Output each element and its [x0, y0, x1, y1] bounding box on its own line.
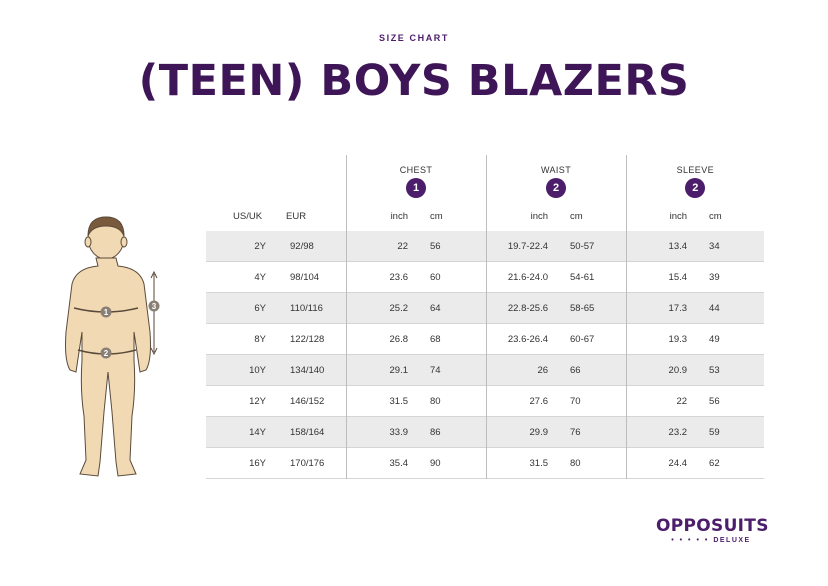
cell-eur: 170/176	[290, 457, 325, 469]
table-row: 10Y 134/140 29.1 74 26 66 20.9 53	[206, 354, 765, 386]
cell-waist-cm: 80	[570, 457, 581, 469]
cell-chest-inch: 23.6	[345, 261, 416, 293]
cell-chest-cm: 64	[416, 292, 487, 324]
table-row: 4Y 98/104 23.6 60 21.6-24.0 54-61 15.4 3…	[206, 261, 765, 293]
marker-waist: 2	[104, 349, 109, 358]
cell-sleeve-inch: 19.3	[625, 323, 696, 355]
cell-chest-cm: 68	[430, 333, 441, 345]
table-row: 6Y 110/116 25.2 64 22.8-25.6 58-65 17.3 …	[206, 292, 765, 324]
eyebrow-label: SIZE CHART	[379, 33, 449, 43]
group-header-sleeve: SLEEVE	[625, 155, 765, 175]
cell-waist-cm: 50-57	[556, 231, 627, 262]
child-body-measurement-icon: 1 2 3	[65, 216, 160, 477]
cell-sleeve-cm: 49	[709, 333, 720, 345]
cell-us: 10Y	[206, 354, 276, 386]
table-row: 12Y 146/152 31.5 80 27.6 70 22 56	[206, 385, 765, 417]
cell-us: 16Y	[249, 457, 266, 469]
cell-sleeve-cm: 56	[709, 395, 720, 407]
cell-chest-inch: 22	[345, 231, 416, 262]
cell-eur: 134/140	[276, 354, 346, 386]
cell-waist-inch: 31.5	[485, 447, 557, 479]
col-header-waist-inch: inch	[485, 201, 557, 231]
cell-waist-cm: 60-67	[570, 333, 595, 345]
cell-sleeve-inch: 15.4	[625, 261, 696, 293]
cell-eur: 122/128	[290, 333, 325, 345]
cell-waist-cm: 76	[556, 416, 627, 448]
cell-sleeve-inch: 17.3	[625, 292, 696, 324]
cell-waist-inch: 19.7-22.4	[485, 231, 557, 262]
cell-eur: 92/98	[276, 231, 346, 262]
cell-sleeve-cm: 59	[695, 416, 765, 448]
col-header-waist-cm: cm	[570, 210, 583, 222]
cell-sleeve-inch: 24.4	[625, 447, 696, 479]
cell-waist-cm: 58-65	[556, 292, 627, 324]
table-row: 2Y 92/98 22 56 19.7-22.4 50-57 13.4 34	[206, 231, 765, 262]
cell-waist-inch: 22.8-25.6	[485, 292, 557, 324]
cell-chest-inch: 26.8	[345, 323, 416, 355]
cell-waist-cm: 66	[556, 354, 627, 386]
table-row: 8Y 122/128 26.8 68 23.6-26.4 60-67 19.3 …	[206, 323, 765, 355]
cell-waist-inch: 29.9	[485, 416, 557, 448]
cell-sleeve-cm: 53	[695, 354, 765, 386]
cell-waist-cm: 70	[570, 395, 581, 407]
brand-subline: • • • • • DELUXE	[656, 537, 766, 544]
table-row: 16Y 170/176 35.4 90 31.5 80 24.4 62	[206, 447, 765, 479]
col-header-sleeve-cm: cm	[709, 210, 722, 222]
cell-us: 6Y	[206, 292, 276, 324]
brand-name: OPPOSUITS	[656, 516, 769, 536]
size-table-container: CHEST WAIST SLEEVE 1 2 2 US/UK EUR inch …	[206, 155, 765, 479]
cell-chest-cm: 86	[416, 416, 487, 448]
cell-chest-inch: 29.1	[345, 354, 416, 386]
col-header-us: US/UK	[233, 210, 263, 222]
marker-sleeve: 3	[152, 302, 157, 311]
cell-sleeve-inch: 20.9	[625, 354, 696, 386]
cell-chest-cm: 60	[430, 271, 441, 283]
cell-sleeve-cm: 44	[695, 292, 765, 324]
cell-waist-inch: 26	[485, 354, 557, 386]
page-title: (TEEN) BOYS BLAZERS	[138, 56, 690, 106]
chest-badge: 1	[406, 178, 426, 198]
sleeve-badge: 2	[685, 178, 706, 198]
size-table: CHEST WAIST SLEEVE 1 2 2 US/UK EUR inch …	[206, 155, 765, 479]
waist-badge: 2	[546, 178, 567, 198]
cell-us: 14Y	[206, 416, 276, 448]
cell-eur: 158/164	[276, 416, 346, 448]
cell-us: 12Y	[249, 395, 266, 407]
cell-eur: 146/152	[290, 395, 325, 407]
cell-us: 2Y	[206, 231, 276, 262]
marker-chest: 1	[104, 308, 109, 317]
cell-chest-inch: 25.2	[345, 292, 416, 324]
cell-eur: 98/104	[290, 271, 320, 283]
cell-chest-cm: 90	[430, 457, 441, 469]
cell-chest-cm: 56	[416, 231, 487, 262]
col-header-chest-inch: inch	[345, 201, 416, 231]
cell-waist-cm: 54-61	[570, 271, 595, 283]
cell-chest-cm: 80	[430, 395, 441, 407]
cell-chest-inch: 31.5	[345, 385, 416, 417]
cell-sleeve-cm: 34	[695, 231, 765, 262]
cell-waist-inch: 21.6-24.0	[485, 261, 557, 293]
group-header-waist: WAIST	[485, 155, 627, 175]
cell-sleeve-cm: 62	[709, 457, 720, 469]
cell-us: 8Y	[254, 333, 266, 345]
cell-eur: 110/116	[276, 292, 346, 324]
cell-chest-inch: 35.4	[345, 447, 416, 479]
brand-dots: • • • • •	[671, 537, 710, 544]
cell-sleeve-inch: 23.2	[625, 416, 696, 448]
cell-us: 4Y	[254, 271, 266, 283]
cell-sleeve-inch: 13.4	[625, 231, 696, 262]
col-header-sleeve-inch: inch	[625, 201, 696, 231]
col-header-eur: EUR	[286, 210, 307, 222]
brand-sub-label: DELUXE	[713, 537, 751, 544]
cell-chest-cm: 74	[416, 354, 487, 386]
group-header-chest: CHEST	[345, 155, 487, 175]
brand-logo: OPPOSUITS • • • • • DELUXE	[656, 516, 769, 544]
table-row: 14Y 158/164 33.9 86 29.9 76 23.2 59	[206, 416, 765, 448]
cell-waist-inch: 27.6	[485, 385, 557, 417]
cell-sleeve-inch: 22	[625, 385, 696, 417]
cell-sleeve-cm: 39	[709, 271, 720, 283]
cell-chest-inch: 33.9	[345, 416, 416, 448]
col-header-chest-cm: cm	[430, 210, 443, 222]
cell-waist-inch: 23.6-26.4	[485, 323, 557, 355]
